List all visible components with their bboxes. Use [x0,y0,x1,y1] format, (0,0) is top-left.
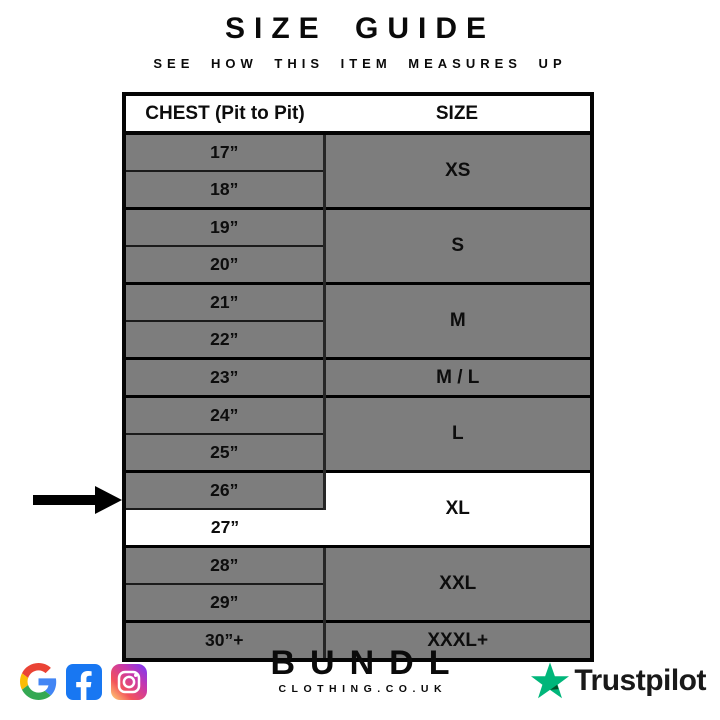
table-row: 29” [124,583,592,622]
google-icon [20,663,57,700]
chest-cell-20: 20” [124,245,324,284]
brand-name: BUNDL [270,644,465,682]
page-subtitle: SEE HOW THIS ITEM MEASURES UP [153,56,567,71]
chest-cell-25: 25” [124,433,324,472]
table-row: 24” L [124,395,592,472]
table-row-highlighted: 27” [124,508,592,547]
table-row: 30”+ XXXL+ [124,620,592,660]
chest-cell-26: 26” [124,470,326,509]
chest-cell-29: 29” [124,583,324,622]
chest-cell-21: 21” [124,282,324,321]
chest-cell-18: 18” [124,170,324,209]
size-cell-xs: XS [322,131,592,209]
chest-cell-17: 17” [124,131,324,171]
size-column-header: SIZE [324,94,592,135]
table-row: 23” M / L [124,357,592,397]
trustpilot-star-icon [531,662,570,699]
brand-logo: BUNDL CLOTHING.CO.UK [0,646,720,695]
chest-column-header: CHEST (Pit to Pit) [124,94,324,135]
chest-cell-19: 19” [124,207,324,246]
table-row: 19” S [124,207,592,284]
size-cell-s: S [322,207,592,284]
size-cell-xl-highlighted: XL [324,470,592,547]
size-cell-xxxlplus: XXXL+ [322,620,592,660]
footer-social-icons [20,663,147,700]
table-row: 18” [124,170,592,209]
instagram-icon [111,663,147,700]
chest-cell-22: 22” [124,320,324,359]
chest-cell-24: 24” [124,395,324,434]
chest-cell-27-highlighted: 27” [124,508,324,547]
brand-domain: CLOTHING.CO.UK [278,683,448,695]
table-row: 26” XL [124,470,592,547]
highlight-arrow-icon [33,486,122,514]
size-cell-m: M [322,282,592,359]
table-row: 22” [124,320,592,359]
size-cell-xxl: XXL [322,545,592,622]
table-row: 25” [124,433,592,472]
table-row: 20” [124,245,592,284]
chest-cell-28: 28” [124,545,324,584]
table-row: 17” XS [124,131,592,209]
table-header-row: CHEST (Pit to Pit) SIZE [124,94,592,135]
table-row: 28” XXL [124,545,592,622]
page-title: SIZE GUIDE [224,12,496,45]
chest-cell-30plus: 30”+ [124,620,324,660]
chest-cell-23: 23” [124,357,324,397]
trustpilot-label: Trustpilot [574,663,706,697]
trustpilot-logo: Trustpilot [531,662,706,699]
facebook-icon [66,663,102,700]
table-row: 21” M [124,282,592,359]
size-cell-l: L [322,395,592,472]
size-cell-m-l: M / L [322,357,592,397]
size-chart-table: CHEST (Pit to Pit) SIZE 17” XS 18” 19” S… [122,92,594,662]
